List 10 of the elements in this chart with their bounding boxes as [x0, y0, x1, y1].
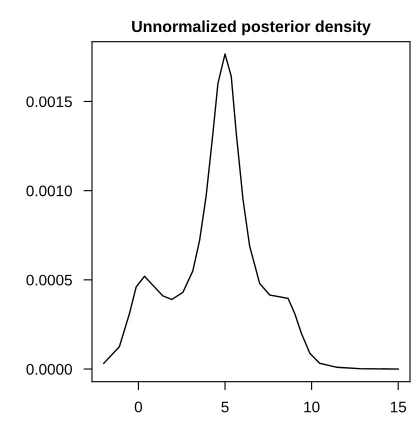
x-tick-label: 5 — [221, 402, 229, 412]
chart-title: Unnormalized posterior density — [132, 20, 371, 36]
y-tick-label: 0.0005 — [26, 274, 72, 286]
y-tick-label: 0.0015 — [26, 96, 72, 108]
line-series — [103, 53, 399, 370]
x-tick-label: 15 — [390, 402, 406, 412]
x-tick-label: 10 — [304, 402, 320, 412]
x-tick-label: 0 — [134, 402, 142, 412]
y-tick-label: 0.0010 — [26, 186, 72, 196]
y-tick-label: 0.0000 — [26, 364, 72, 375]
